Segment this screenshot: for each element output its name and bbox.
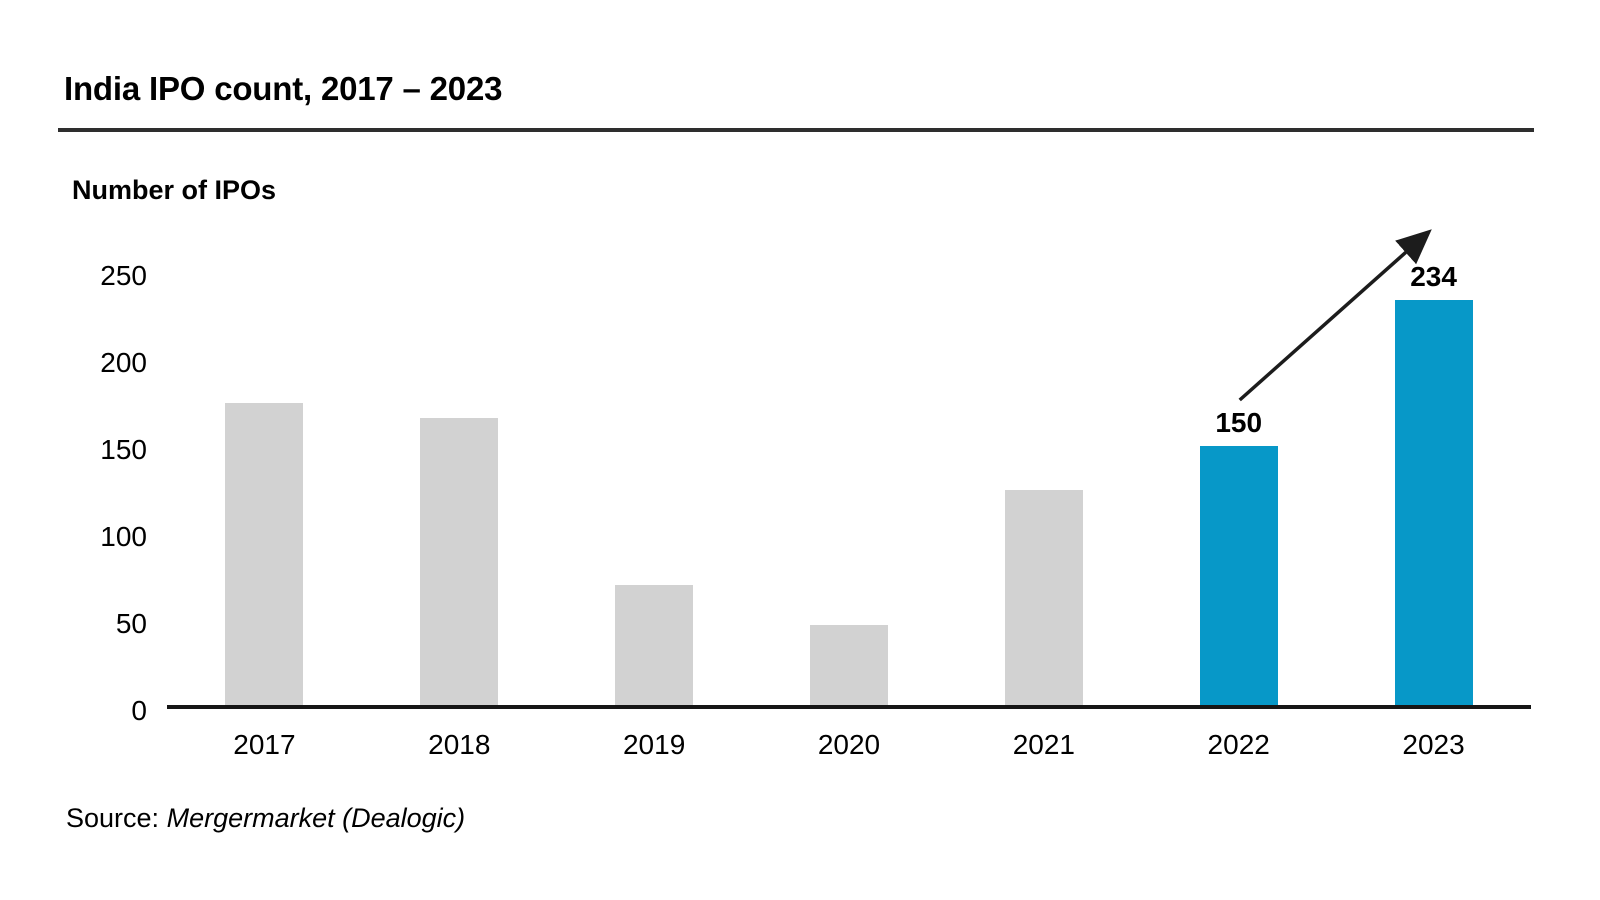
y-tick-label-250: 250 (100, 260, 147, 291)
chart-title: India IPO count, 2017 – 2023 (64, 70, 503, 107)
bar-2018 (420, 418, 499, 707)
x-tick-label-2017: 2017 (233, 729, 296, 760)
source-text: Mergermarket (Dealogic) (166, 803, 466, 833)
y-tick-label-200: 200 (100, 347, 147, 378)
x-tick-label-2021: 2021 (1012, 729, 1075, 760)
y-tick-label-50: 50 (115, 608, 147, 639)
x-tick-label-2019: 2019 (622, 729, 686, 760)
data-label-2022: 150 (1215, 407, 1263, 438)
y-tick-label-100: 100 (100, 521, 147, 552)
bar-2022 (1199, 446, 1278, 707)
y-axis-title: Number of IPOs (72, 175, 277, 205)
y-tick-label-0: 0 (131, 695, 147, 726)
x-tick-label-2022: 2022 (1207, 729, 1270, 760)
x-tick-label-2018: 2018 (428, 729, 491, 760)
data-label-2023: 234 (1410, 260, 1457, 292)
x-axis-line (167, 705, 1531, 709)
bar-2023 (1394, 299, 1473, 707)
x-tick-label-2020: 2020 (817, 729, 881, 760)
y-tick-label-150: 150 (100, 434, 147, 465)
x-tick-label-2023: 2023 (1402, 729, 1465, 760)
bar-2020 (810, 625, 888, 707)
bar-2021 (1004, 489, 1083, 707)
source-line: Source: Mergermarket (Dealogic) (66, 802, 465, 834)
bar-2017 (225, 402, 304, 707)
bar-2019 (615, 585, 694, 707)
title-divider-rule (58, 128, 1534, 132)
source-prefix: Source: (66, 803, 160, 833)
